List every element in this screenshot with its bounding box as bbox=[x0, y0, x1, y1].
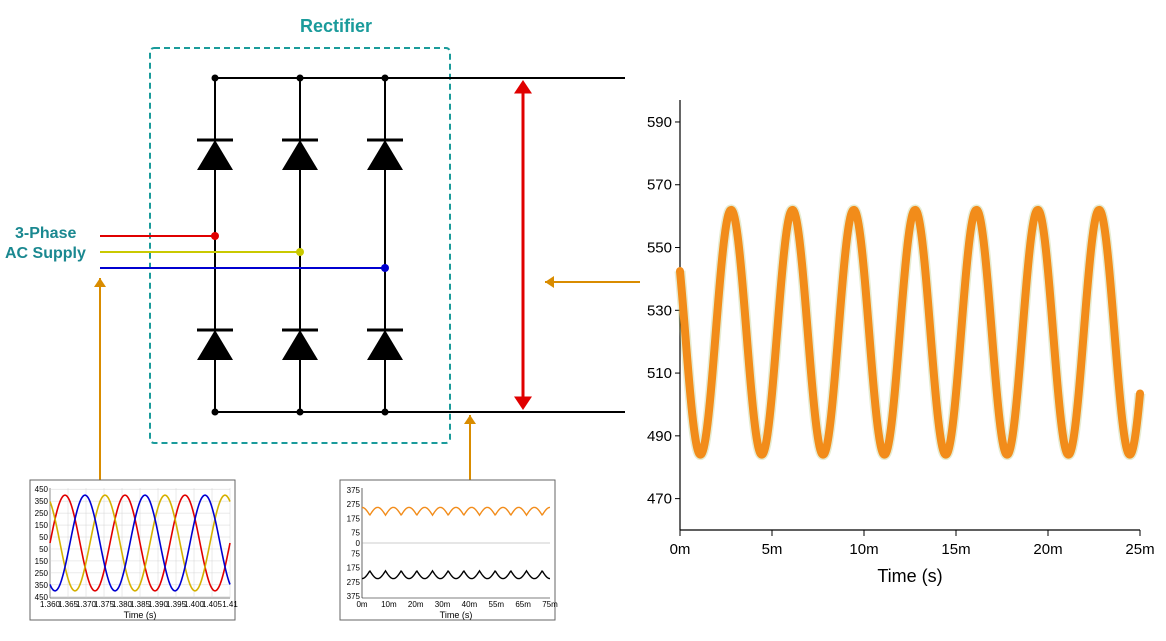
svg-text:20m: 20m bbox=[1033, 541, 1062, 558]
svg-text:65m: 65m bbox=[515, 600, 531, 609]
svg-text:10m: 10m bbox=[849, 541, 878, 558]
svg-text:55m: 55m bbox=[489, 600, 505, 609]
svg-text:590: 590 bbox=[647, 114, 672, 131]
svg-text:0: 0 bbox=[356, 539, 361, 548]
svg-text:150: 150 bbox=[35, 521, 49, 530]
svg-text:10m: 10m bbox=[381, 600, 397, 609]
svg-text:350: 350 bbox=[35, 581, 49, 590]
svg-text:275: 275 bbox=[347, 578, 361, 587]
svg-text:0m: 0m bbox=[670, 541, 691, 558]
svg-text:Time (s): Time (s) bbox=[124, 610, 157, 620]
svg-text:Time (s): Time (s) bbox=[877, 566, 942, 586]
svg-text:250: 250 bbox=[35, 569, 49, 578]
svg-text:40m: 40m bbox=[462, 600, 478, 609]
svg-text:530: 530 bbox=[647, 302, 672, 319]
svg-text:Time (s): Time (s) bbox=[440, 610, 473, 620]
svg-text:150: 150 bbox=[35, 557, 49, 566]
svg-text:30m: 30m bbox=[435, 600, 451, 609]
svg-text:0m: 0m bbox=[356, 600, 367, 609]
svg-text:75m: 75m bbox=[542, 600, 558, 609]
svg-text:350: 350 bbox=[35, 497, 49, 506]
svg-text:50: 50 bbox=[39, 533, 48, 542]
rectifier-title: Rectifier bbox=[300, 16, 372, 37]
svg-text:250: 250 bbox=[35, 509, 49, 518]
svg-text:5m: 5m bbox=[762, 541, 783, 558]
svg-text:1.41: 1.41 bbox=[222, 600, 238, 609]
svg-text:20m: 20m bbox=[408, 600, 424, 609]
svg-text:175: 175 bbox=[347, 564, 361, 573]
svg-text:50: 50 bbox=[39, 545, 48, 554]
svg-text:75: 75 bbox=[351, 528, 360, 537]
svg-text:75: 75 bbox=[351, 550, 360, 559]
svg-text:570: 570 bbox=[647, 177, 672, 194]
svg-text:275: 275 bbox=[347, 500, 361, 509]
supply-label-1: 3-Phase bbox=[15, 225, 76, 243]
svg-text:375: 375 bbox=[347, 486, 361, 495]
svg-text:25m: 25m bbox=[1125, 541, 1154, 558]
svg-text:470: 470 bbox=[647, 491, 672, 508]
svg-text:510: 510 bbox=[647, 365, 672, 382]
svg-text:175: 175 bbox=[347, 514, 361, 523]
svg-text:490: 490 bbox=[647, 428, 672, 445]
svg-text:450: 450 bbox=[35, 485, 49, 494]
svg-text:1.405: 1.405 bbox=[202, 600, 223, 609]
svg-text:550: 550 bbox=[647, 240, 672, 257]
supply-label-2: AC Supply bbox=[5, 245, 86, 263]
svg-text:15m: 15m bbox=[941, 541, 970, 558]
rectified-waveform-chart bbox=[340, 480, 555, 620]
